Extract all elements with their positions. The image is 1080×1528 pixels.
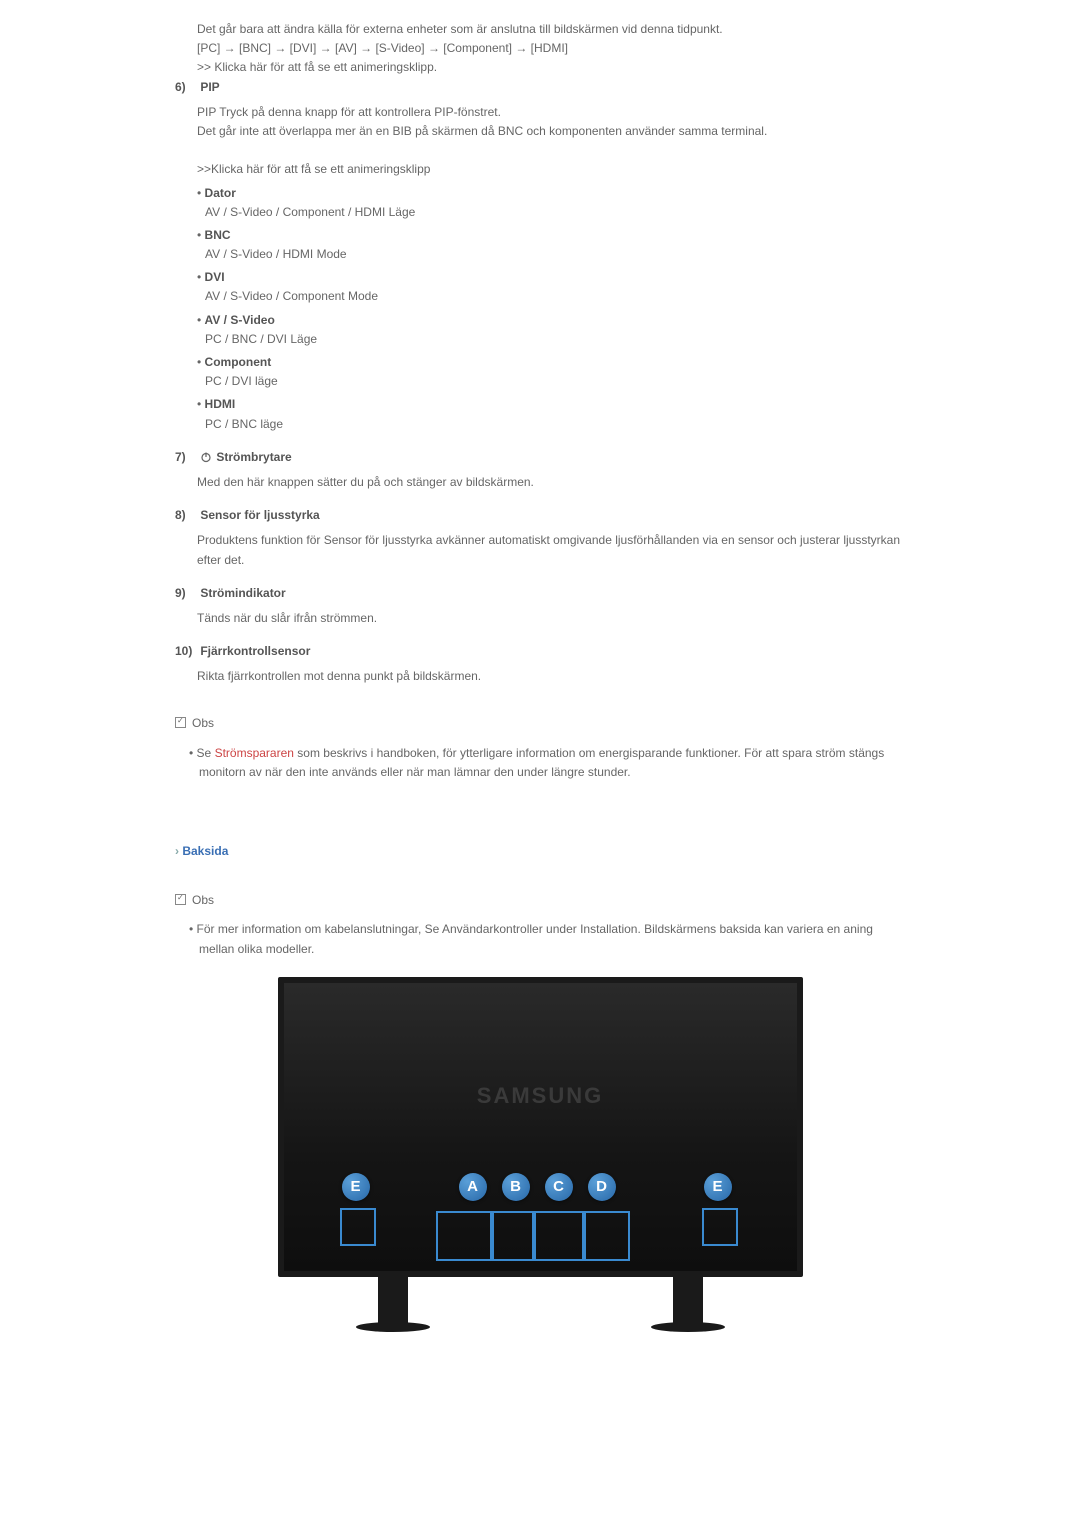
samsung-logo: SAMSUNG <box>477 1078 603 1113</box>
check-icon <box>175 717 186 728</box>
port-region <box>584 1211 630 1261</box>
section-10-num: 10) <box>175 642 197 661</box>
port-region <box>340 1208 376 1246</box>
section-9-num: 9) <box>175 584 197 603</box>
pip-mode-name: Component <box>205 355 272 369</box>
pip-mode-desc: AV / S-Video / Component / HDMI Läge <box>205 203 905 222</box>
section-8-p1: Produktens funktion för Sensor för ljuss… <box>197 531 905 569</box>
pip-mode-desc: AV / S-Video / Component Mode <box>205 287 905 306</box>
section-7-p1: Med den här knappen sätter du på och stä… <box>197 473 905 492</box>
port-region <box>436 1211 492 1261</box>
pip-mode-desc: PC / BNC läge <box>205 415 905 434</box>
pip-mode-item: • AV / S-VideoPC / BNC / DVI Läge <box>197 311 905 349</box>
section-6: 6) PIP PIP Tryck på denna knapp för att … <box>175 78 905 434</box>
obs-1-text: Se Strömspararen som beskrivs i handboke… <box>189 744 905 782</box>
obs-1-link[interactable]: Strömspararen <box>215 746 294 760</box>
port-region <box>534 1211 584 1261</box>
obs-2-label: Obs <box>192 893 214 907</box>
obs-1-suffix: som beskrivs i handboken, för ytterligar… <box>199 746 884 779</box>
section-6-p3: >>Klicka här för att få se ett animering… <box>197 160 905 179</box>
check-icon <box>175 894 186 905</box>
section-7-num: 7) <box>175 448 197 467</box>
monitor-body: SAMSUNG E ABCD E <box>278 977 803 1277</box>
section-6-p2: Det går inte att överlappa mer än en BIB… <box>197 122 905 141</box>
pip-mode-name: Dator <box>205 186 236 200</box>
section-10-p1: Rikta fjärrkontrollen mot denna punkt på… <box>197 667 905 686</box>
pip-mode-name: AV / S-Video <box>205 313 275 327</box>
section-9-title: Strömindikator <box>200 586 285 600</box>
baksida-heading: Baksida <box>175 842 905 861</box>
pip-mode-name: DVI <box>205 270 225 284</box>
intro-line-2: [PC] → [BNC] → [DVI] → [AV] → [S-Video] … <box>197 39 905 58</box>
monitor-stand-right <box>673 1271 703 1326</box>
callout-badge-d: D <box>588 1173 616 1201</box>
section-8-num: 8) <box>175 506 197 525</box>
port-region <box>702 1208 738 1246</box>
power-icon <box>200 451 212 463</box>
monitor-stand-left <box>378 1271 408 1326</box>
monitor-rear-figure: SAMSUNG E ABCD E <box>278 977 803 1317</box>
pip-mode-item: • ComponentPC / DVI läge <box>197 353 905 391</box>
section-6-num: 6) <box>175 78 197 97</box>
pip-mode-item: • DatorAV / S-Video / Component / HDMI L… <box>197 184 905 222</box>
intro-block: Det går bara att ändra källa för externa… <box>197 20 905 78</box>
intro-line-3: >> Klicka här för att få se ett animerin… <box>197 58 905 77</box>
section-10-title: Fjärrkontrollsensor <box>200 644 310 658</box>
callout-badge-b: B <box>502 1173 530 1201</box>
section-6-title: PIP <box>200 80 219 94</box>
section-7: 7) Strömbrytare Med den här knappen sätt… <box>175 448 905 492</box>
pip-mode-item: • DVIAV / S-Video / Component Mode <box>197 268 905 306</box>
obs-1-prefix: Se <box>197 746 215 760</box>
pip-mode-desc: PC / DVI läge <box>205 372 905 391</box>
port-region <box>492 1211 534 1261</box>
obs-1-label: Obs <box>192 716 214 730</box>
section-8: 8) Sensor för ljusstyrka Produktens funk… <box>175 506 905 570</box>
section-7-title: Strömbrytare <box>216 450 291 464</box>
section-8-title: Sensor för ljusstyrka <box>200 508 319 522</box>
pip-mode-item: • HDMIPC / BNC läge <box>197 395 905 433</box>
obs-2-text: För mer information om kabelanslutningar… <box>189 920 905 958</box>
intro-line-1: Det går bara att ändra källa för externa… <box>197 20 905 39</box>
pip-mode-name: BNC <box>205 228 231 242</box>
pip-mode-item: • BNCAV / S-Video / HDMI Mode <box>197 226 905 264</box>
callout-badge-e: E <box>704 1173 732 1201</box>
section-9: 9) Strömindikator Tänds när du slår ifrå… <box>175 584 905 628</box>
pip-mode-desc: AV / S-Video / HDMI Mode <box>205 245 905 264</box>
section-6-p1: PIP Tryck på denna knapp för att kontrol… <box>197 103 905 122</box>
pip-mode-desc: PC / BNC / DVI Läge <box>205 330 905 349</box>
obs-2: Obs <box>175 891 905 910</box>
callout-badge-e: E <box>342 1173 370 1201</box>
callout-badge-a: A <box>459 1173 487 1201</box>
callout-badge-c: C <box>545 1173 573 1201</box>
section-9-p1: Tänds när du slår ifrån strömmen. <box>197 609 905 628</box>
pip-mode-name: HDMI <box>205 397 236 411</box>
obs-1: Obs <box>175 714 905 733</box>
section-10: 10) Fjärrkontrollsensor Rikta fjärrkontr… <box>175 642 905 686</box>
